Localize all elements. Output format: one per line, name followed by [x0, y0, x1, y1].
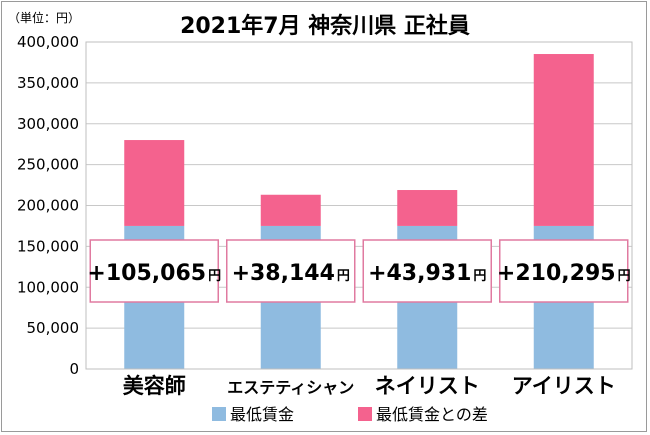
callout-box: [362, 239, 492, 303]
legend: 最低賃金 最低賃金との差: [212, 405, 488, 424]
callout-box: [226, 239, 356, 303]
bar-segment: [533, 54, 594, 226]
y-tick-label: 300,000: [17, 115, 79, 133]
difference-callout: +105,065 円: [87, 239, 221, 303]
difference-callout: +43,931 円: [362, 239, 492, 303]
y-tick-label: 250,000: [17, 156, 79, 174]
bar-segment: [260, 194, 321, 226]
difference-callout: +210,295 円: [497, 239, 631, 303]
bar-segment: [124, 140, 185, 226]
difference-callouts: +105,065 円 +38,144 円 +43,931 円 +210,295 円: [87, 239, 631, 303]
difference-callout: +38,144 円: [226, 239, 356, 303]
y-tick-label: 150,000: [17, 237, 79, 255]
chart-title: 2021年7月 神奈川県 正社員: [180, 13, 470, 39]
x-axis-ticks: 美容師 エステティシャン ネイリスト アイリスト: [123, 374, 616, 398]
callout-label: +38,144 円: [232, 261, 350, 286]
x-tick-label: アイリスト: [512, 374, 616, 398]
callout-label: +43,931 円: [368, 261, 486, 286]
callout-box: [89, 239, 219, 303]
callout-box: [499, 239, 629, 303]
legend-swatch: [358, 407, 372, 421]
x-tick-label: エステティシャン: [227, 378, 354, 397]
legend-label: 最低賃金: [230, 405, 294, 424]
y-tick-label: 50,000: [27, 319, 80, 337]
callout-label: +105,065 円: [87, 261, 221, 286]
x-tick-label: ネイリスト: [375, 374, 480, 398]
bars: [124, 54, 594, 369]
y-tick-label: 350,000: [17, 74, 79, 92]
unit-label: （単位：円）: [8, 10, 80, 25]
x-tick-label: 美容師: [123, 374, 186, 398]
y-axis-ticks: 0 50,000 100,000 150,000 200,000 250,000 300,0…: [17, 33, 79, 378]
callout-label: +210,295 円: [497, 261, 631, 286]
y-tick-label: 200,000: [17, 197, 79, 215]
y-tick-label: 400,000: [17, 33, 79, 51]
plot-area: [85, 41, 633, 370]
legend-swatch: [212, 407, 226, 421]
y-tick-label: 0: [69, 360, 79, 378]
y-tick-label: 100,000: [17, 278, 79, 296]
legend-label: 最低賃金との差: [376, 405, 488, 424]
bar-segment: [397, 190, 458, 226]
